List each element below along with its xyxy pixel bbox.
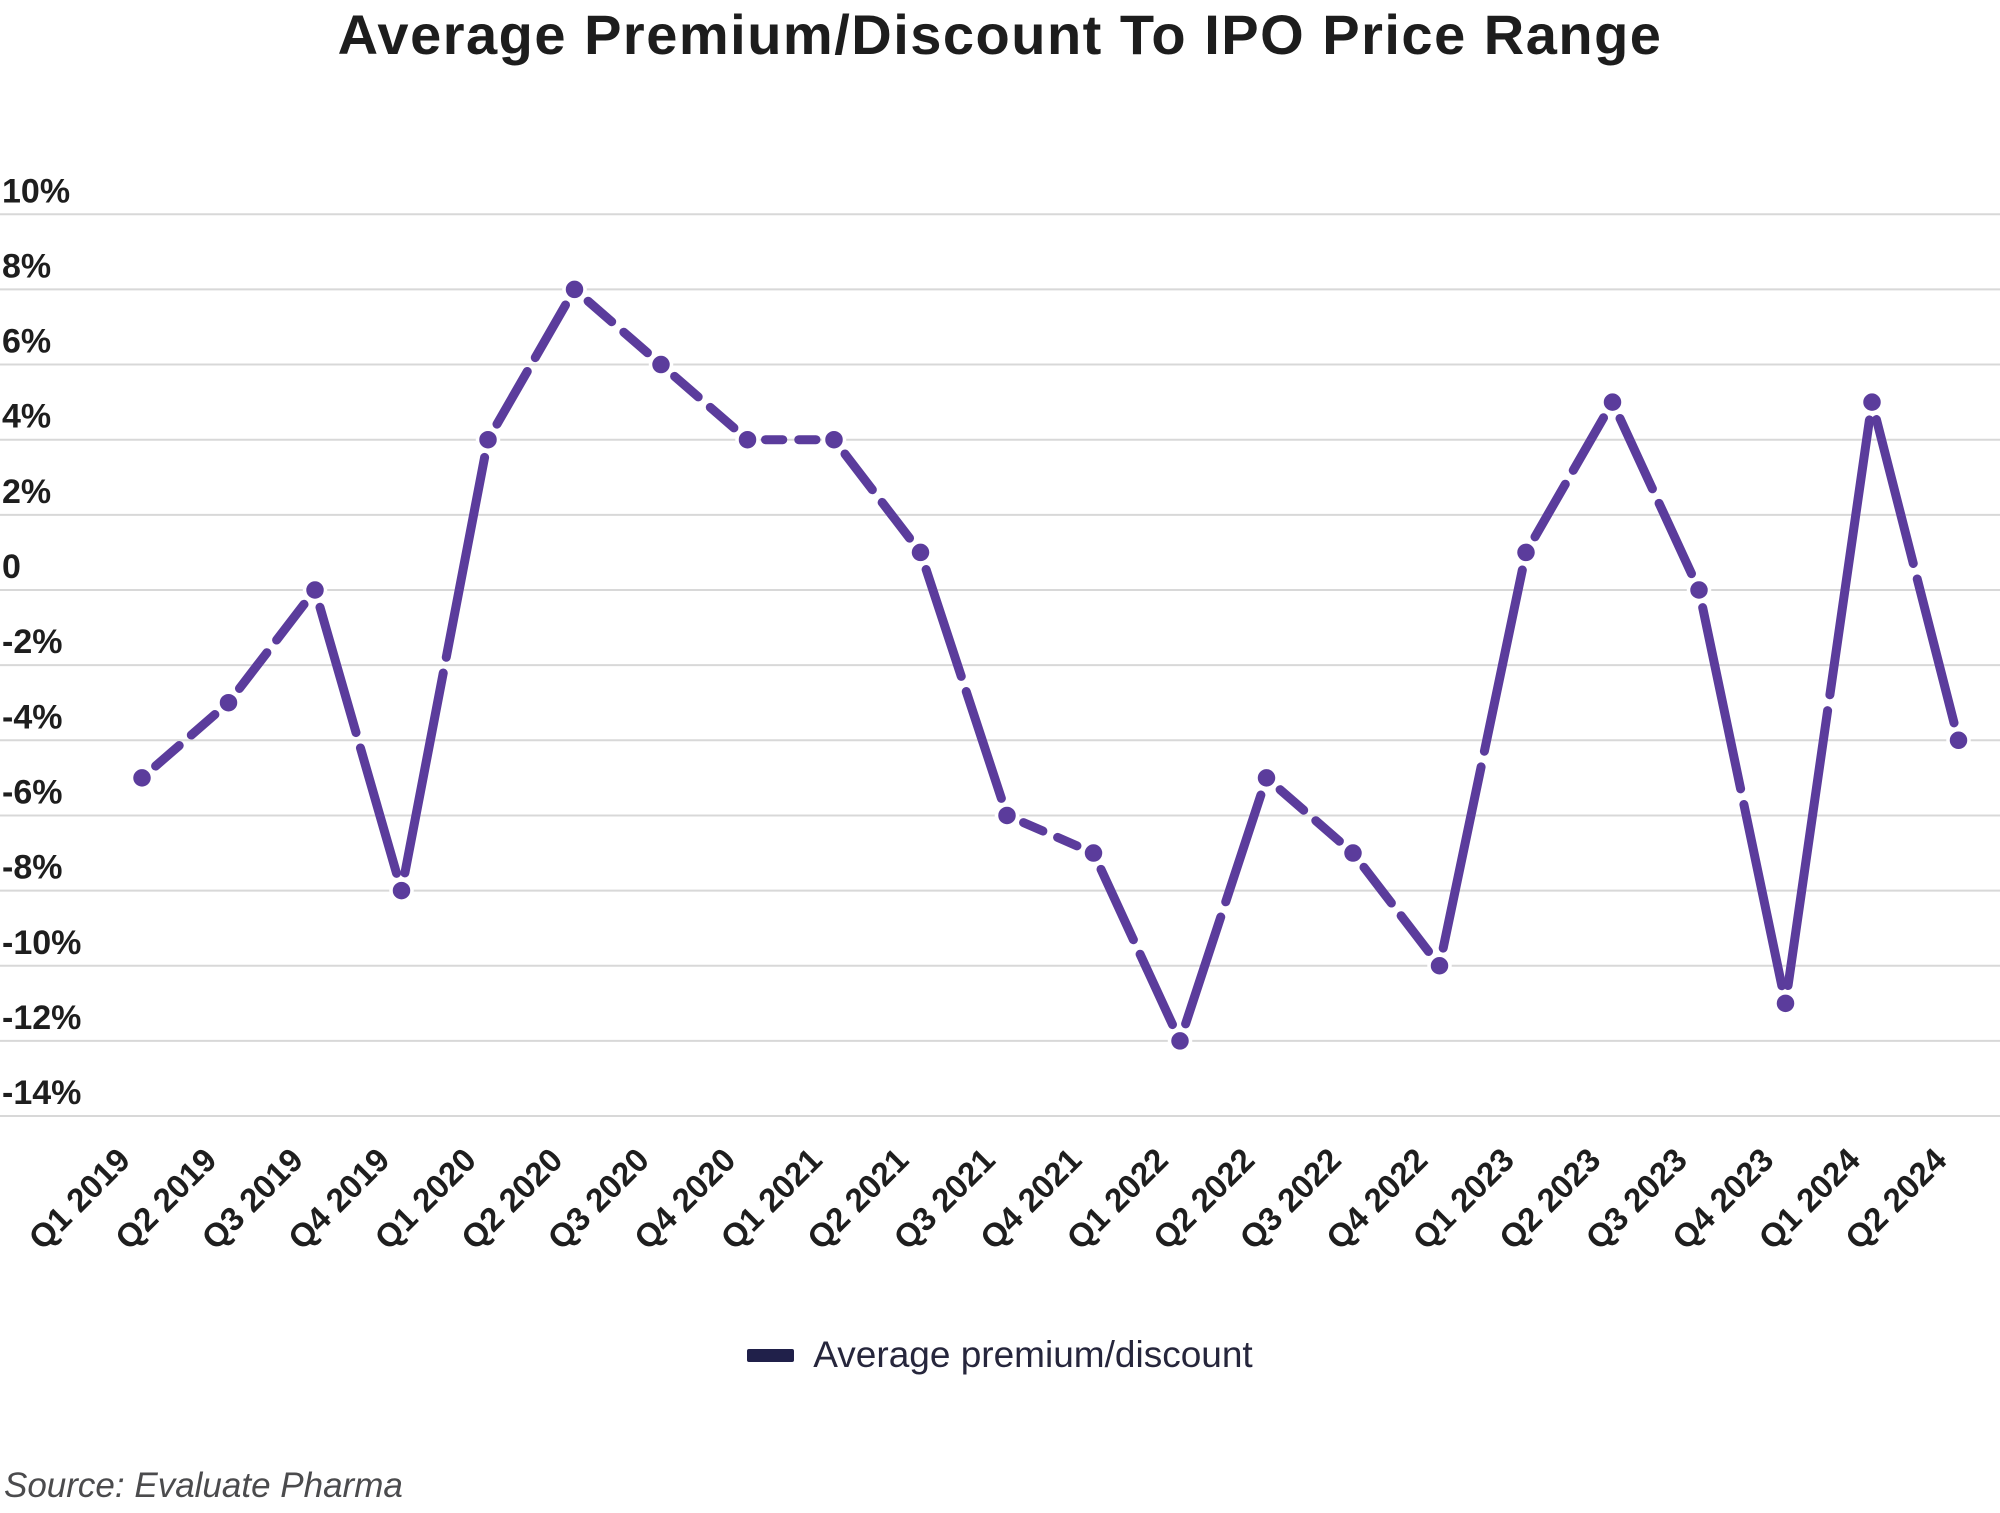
y-tick-label: 4%: [2, 398, 51, 436]
y-tick-label: 6%: [2, 323, 51, 361]
data-point-marker[interactable]: [389, 878, 414, 903]
legend-item-average-premium-discount[interactable]: Average premium/discount: [747, 1334, 1253, 1376]
line-segment: [921, 565, 966, 681]
data-point-marker[interactable]: [1427, 953, 1452, 978]
data-point-marker[interactable]: [821, 427, 847, 452]
line-segment: [1530, 479, 1570, 542]
legend: Average premium/discount: [0, 1334, 2000, 1376]
data-point-marker[interactable]: [475, 427, 501, 452]
data-point-marker[interactable]: [1254, 765, 1279, 791]
line-segment: [670, 371, 703, 402]
y-tick-label: -12%: [2, 999, 81, 1037]
line-segment: [1871, 415, 1918, 568]
line-segment: [492, 366, 532, 429]
line-segment: [1181, 912, 1226, 1029]
data-point-marker[interactable]: [735, 427, 760, 452]
line-segment: [1135, 949, 1177, 1030]
line-segment: [441, 452, 490, 662]
data-point-marker[interactable]: [1859, 389, 1885, 415]
line-segment: [355, 743, 402, 878]
data-point-marker[interactable]: [1167, 1028, 1193, 1054]
line-segment: [1275, 785, 1309, 815]
line-segment: [961, 687, 1006, 803]
line-segment: [1479, 565, 1527, 756]
data-point-marker[interactable]: [908, 540, 933, 565]
source-note: Source: Evaluate Pharma: [4, 1466, 403, 1505]
y-tick-label: 0: [2, 548, 21, 586]
data-point-marker[interactable]: [1946, 728, 1971, 753]
line-segment: [530, 300, 571, 363]
data-point-marker[interactable]: [129, 765, 155, 791]
y-tick-label: -14%: [2, 1074, 81, 1112]
data-point-marker[interactable]: [1081, 840, 1106, 866]
line-segment: [705, 402, 739, 433]
line-segment: [1359, 862, 1396, 908]
y-tick-label: -4%: [2, 698, 62, 736]
line-segment: [1096, 864, 1138, 945]
line-segment: [583, 296, 617, 327]
y-tick-label: -10%: [2, 924, 81, 962]
legend-label: Average premium/discount: [813, 1334, 1253, 1375]
line-segment: [272, 599, 309, 645]
line-segment: [1221, 790, 1266, 907]
chart-title: Average Premium/Discount To IPO Price Ra…: [337, 3, 1663, 66]
line-segment: [151, 741, 184, 771]
y-tick-label: 10%: [2, 172, 70, 210]
line-segment: [1396, 911, 1434, 956]
y-tick-label: 8%: [2, 247, 51, 285]
line-segment: [1053, 832, 1082, 851]
line-segment: [1698, 603, 1746, 794]
line-segment: [1739, 799, 1787, 991]
data-point-marker[interactable]: [994, 803, 1020, 828]
data-point-marker[interactable]: [216, 690, 241, 715]
data-point-marker[interactable]: [302, 577, 328, 603]
y-tick-label: -2%: [2, 623, 62, 661]
y-tick-label: -8%: [2, 849, 62, 887]
data-point-marker[interactable]: [1686, 577, 1712, 603]
y-tick-label: -6%: [2, 773, 62, 811]
line-segment: [1825, 415, 1874, 700]
line-segment: [1019, 818, 1048, 836]
line-segment: [234, 648, 272, 693]
line-segment: [400, 668, 448, 878]
line-segment: [186, 710, 220, 740]
data-point-marker[interactable]: [1773, 991, 1798, 1016]
line-segment: [315, 602, 361, 738]
line-segment: [1654, 498, 1696, 579]
data-point-marker[interactable]: [1340, 840, 1366, 866]
line-segment: [1438, 762, 1486, 953]
line-segment: [619, 327, 652, 358]
data-point-marker[interactable]: [562, 277, 587, 302]
line-segment: [1311, 816, 1344, 846]
data-point-marker[interactable]: [648, 352, 674, 377]
y-tick-label: 2%: [2, 473, 51, 511]
data-point-marker[interactable]: [1600, 389, 1625, 415]
line-segment: [877, 497, 915, 543]
line-segment: [1783, 706, 1833, 991]
legend-swatch-line: [747, 1348, 795, 1362]
line-segment: [1568, 413, 1609, 475]
line-segment: [840, 449, 877, 495]
data-point-marker[interactable]: [1513, 540, 1539, 565]
line-segment: [1912, 574, 1959, 728]
line-segment: [1615, 413, 1657, 494]
